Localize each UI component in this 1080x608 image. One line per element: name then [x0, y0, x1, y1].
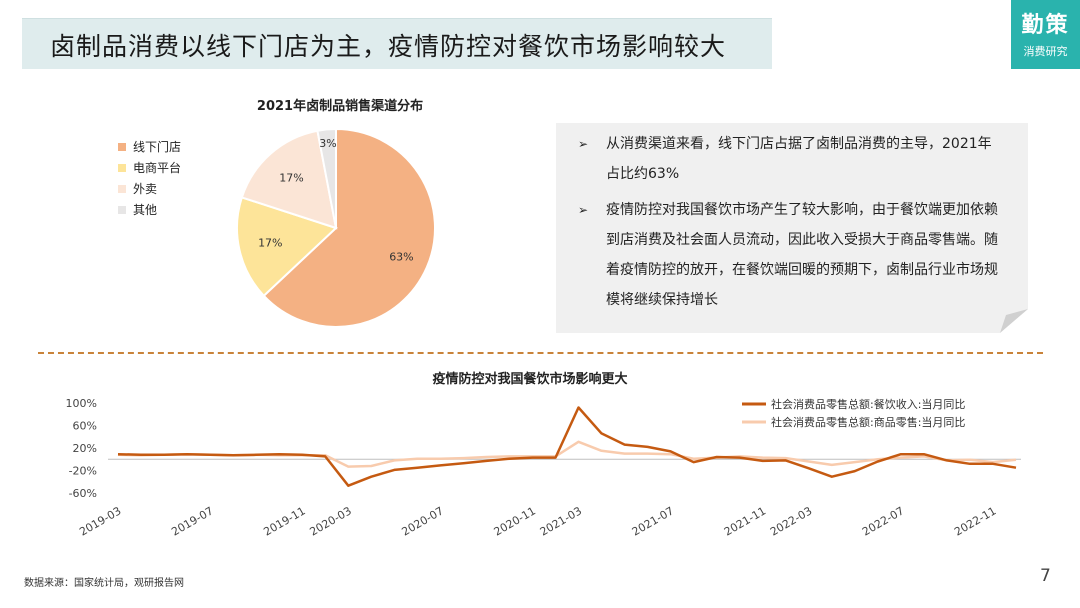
legend-swatch	[118, 184, 126, 193]
legend-label: 社会消费品零售总额:餐饮收入:当月同比	[771, 397, 965, 411]
y-tick-label: 60%	[73, 420, 97, 433]
page-curl-icon	[1000, 309, 1028, 333]
x-tick-label: 2021-11	[722, 504, 768, 538]
pie-data-label: 17%	[279, 172, 303, 185]
page-title: 卤制品消费以线下门店为主，疫情防控对餐饮市场影响较大	[50, 32, 727, 61]
arrow-bullet-icon: ➢	[578, 137, 589, 151]
pie-slice-offline	[262, 127, 436, 328]
y-tick-label: 20%	[73, 442, 97, 455]
legend-swatch	[118, 163, 126, 172]
x-tick-label: 2020-07	[400, 504, 446, 538]
x-tick-label: 2022-03	[768, 504, 814, 538]
insight-text: 疫情防控对我国餐饮市场产生了较大影响，由于餐饮端更加依赖到店消费及社会面人员流动…	[606, 202, 998, 308]
section-divider	[38, 352, 1043, 354]
x-tick-label: 2019-03	[77, 504, 123, 538]
series-line-catering	[117, 406, 1017, 487]
pie-slice-ecommerce	[236, 196, 338, 298]
line-chart-title: 疫情防控对我国餐饮市场影响更大	[432, 372, 628, 387]
pie-slice-other	[316, 127, 337, 229]
logo-main-text: 勤策	[1021, 13, 1070, 38]
x-tick-label: 2022-07	[860, 504, 906, 538]
legend-item-other: 其他	[118, 199, 181, 220]
line-chart: 100%60%20%-20%-60%2019-03 2019-07 2019-11 2…	[66, 397, 1021, 539]
y-tick-label: 100%	[66, 397, 97, 410]
x-tick-label: 2019-07	[169, 504, 215, 538]
legend-item-takeaway: 外卖	[118, 178, 181, 199]
pie-data-label: 17%	[258, 237, 282, 250]
pie-chart: 63% 17% 17% 3%	[236, 127, 436, 328]
insight-bullet: ➢ 从消费渠道来看，线下门店占据了卤制品消费的主导，2021年占比约63%	[578, 129, 998, 189]
legend-label: 社会消费品零售总额:商品零售:当月同比	[771, 415, 965, 429]
x-tick-label: 2019-11	[261, 504, 307, 538]
x-tick-label: 2020-11	[492, 504, 538, 538]
x-tick-label: 2020-03	[307, 504, 353, 538]
legend-item-offline: 线下门店	[118, 136, 181, 157]
y-tick-label: -60%	[69, 487, 97, 500]
x-tick-label: 2021-03	[538, 504, 584, 538]
x-tick-label: 2021-07	[630, 504, 676, 538]
brand-logo: 勤策 消费研究	[1011, 0, 1080, 69]
insight-textbox: ➢ 从消费渠道来看，线下门店占据了卤制品消费的主导，2021年占比约63% ➢ …	[556, 123, 1028, 333]
page-number: 7	[1040, 566, 1051, 586]
data-source-note: 数据来源：国家统计局，观研报告网	[24, 578, 184, 589]
y-tick-label: -20%	[69, 465, 97, 478]
legend-item-ecommerce: 电商平台	[118, 157, 181, 178]
insight-bullet: ➢ 疫情防控对我国餐饮市场产生了较大影响，由于餐饮端更加依赖到店消费及社会面人员…	[578, 195, 998, 315]
arrow-bullet-icon: ➢	[578, 203, 589, 217]
legend-swatch	[118, 205, 126, 214]
pie-chart-title: 2021年卤制品销售渠道分布	[256, 99, 424, 114]
x-tick-label: 2022-11	[952, 504, 998, 538]
pie-data-label: 3%	[319, 137, 336, 150]
legend-label: 线下门店	[133, 140, 182, 154]
insight-text: 从消费渠道来看，线下门店占据了卤制品消费的主导，2021年占比约63%	[606, 136, 992, 182]
title-bar: 卤制品消费以线下门店为主，疫情防控对餐饮市场影响较大	[22, 18, 772, 69]
legend-swatch	[118, 142, 126, 151]
pie-slice-takeaway	[240, 129, 338, 230]
pie-legend: 线下门店 电商平台 外卖 其他	[118, 136, 181, 220]
legend-label: 电商平台	[133, 161, 182, 175]
pie-data-label: 63%	[389, 250, 413, 263]
logo-sub-text: 消费研究	[1023, 45, 1068, 58]
legend-label: 其他	[133, 203, 158, 217]
legend-label: 外卖	[133, 182, 158, 196]
